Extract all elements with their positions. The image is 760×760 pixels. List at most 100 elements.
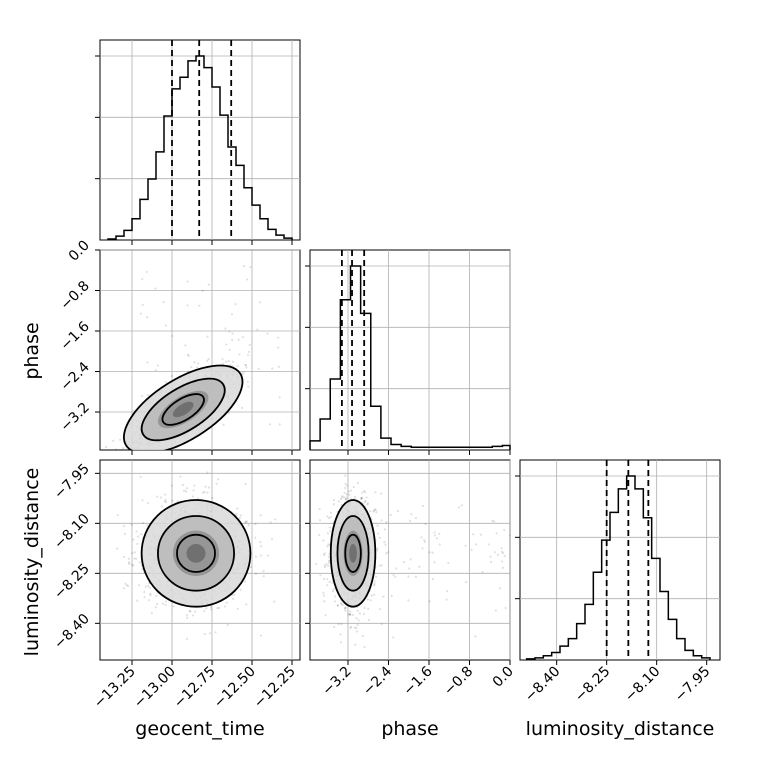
- scatter-point: [410, 513, 413, 516]
- contour-line: [140, 499, 252, 608]
- scatter-point: [116, 514, 119, 517]
- scatter-point: [361, 491, 364, 494]
- scatter-point: [487, 543, 490, 546]
- scatter-point: [340, 603, 343, 606]
- scatter-point: [504, 606, 507, 610]
- scatter-point: [355, 626, 358, 630]
- scatter-point: [326, 545, 329, 548]
- scatter-point: [243, 265, 246, 268]
- scatter-point: [244, 520, 248, 524]
- scatter-point: [328, 580, 331, 583]
- scatter-point: [327, 516, 331, 520]
- scatter-point: [334, 595, 337, 598]
- scatter-point: [155, 602, 159, 606]
- scatter-point: [494, 609, 497, 612]
- scatter-point: [138, 561, 141, 564]
- scatter-point: [217, 606, 221, 609]
- scatter-point: [423, 539, 426, 542]
- scatter-point: [495, 532, 498, 535]
- contour-line: [123, 364, 244, 450]
- scatter-point: [245, 603, 248, 606]
- scatter-point: [170, 484, 173, 487]
- scatter-point: [259, 554, 263, 557]
- scatter-point: [156, 495, 159, 498]
- scatter-point: [331, 581, 334, 584]
- scatter-point: [327, 561, 331, 564]
- scatter-point: [363, 501, 367, 504]
- scatter-point: [348, 613, 351, 616]
- x-tick-label: −3.2: [319, 664, 354, 699]
- scatter-point: [161, 602, 165, 605]
- scatter-point: [414, 575, 418, 579]
- scatter-point: [206, 335, 209, 338]
- scatter-point: [140, 394, 144, 398]
- y-tick-label: −8.25: [51, 561, 93, 603]
- scatter-point: [139, 475, 142, 478]
- scatter-point: [337, 500, 340, 503]
- scatter-point: [125, 452, 127, 454]
- scatter-point: [256, 328, 259, 331]
- scatter-point: [237, 338, 240, 341]
- contour-line: [344, 533, 362, 573]
- scatter-point: [354, 643, 357, 646]
- scatter-point: [370, 594, 373, 597]
- scatter-point: [350, 489, 353, 492]
- scatter-point: [164, 603, 167, 606]
- scatter-point: [214, 631, 217, 634]
- scatter-point: [380, 564, 383, 567]
- scatter-point: [323, 552, 326, 555]
- scatter-point: [433, 534, 437, 537]
- scatter-point: [364, 499, 367, 503]
- scatter-point: [500, 560, 504, 563]
- scatter-point: [365, 496, 368, 499]
- scatter-point: [278, 396, 281, 399]
- scatter-point: [239, 514, 242, 517]
- scatter-point: [114, 457, 116, 459]
- scatter-point: [269, 521, 272, 524]
- scatter-point: [446, 589, 449, 593]
- scatter-point: [323, 600, 326, 603]
- scatter-point: [344, 609, 347, 612]
- scatter-point: [148, 586, 151, 589]
- scatter-point: [254, 536, 257, 539]
- scatter-point: [351, 613, 354, 617]
- scatter-point: [343, 607, 347, 611]
- scatter-point: [143, 590, 146, 594]
- scatter-point: [355, 617, 358, 620]
- scatter-point: [230, 313, 234, 316]
- scatter-point: [127, 557, 130, 560]
- scatter-point: [493, 520, 496, 523]
- scatter-point: [238, 353, 241, 356]
- scatter-point: [150, 611, 153, 615]
- scatter-point: [408, 567, 411, 570]
- scatter-point: [350, 625, 353, 629]
- scatter-point: [193, 361, 196, 364]
- ylabel-luminosity-distance: luminosity_distance: [21, 468, 43, 657]
- scatter-point: [141, 521, 145, 524]
- scatter-point: [147, 598, 151, 602]
- scatter-point: [493, 551, 497, 554]
- scatter-point: [337, 623, 340, 626]
- y-tick-label: −3.2: [57, 400, 92, 435]
- scatter-point: [326, 515, 329, 518]
- scatter-point: [205, 607, 208, 610]
- scatter-point: [232, 597, 235, 600]
- scatter-point: [503, 528, 506, 532]
- scatter-point: [254, 555, 258, 558]
- scatter-point: [332, 588, 335, 591]
- scatter-point: [104, 445, 108, 449]
- panel-frame: [309, 249, 511, 451]
- scatter-point: [154, 287, 157, 290]
- scatter-point: [146, 316, 149, 319]
- scatter-point: [232, 593, 236, 596]
- scatter-point: [196, 366, 199, 369]
- scatter-point: [490, 560, 493, 563]
- panel-frame: [519, 459, 721, 661]
- scatter-point: [373, 582, 376, 586]
- scatter-point: [420, 536, 423, 539]
- scatter-point: [245, 366, 248, 369]
- scatter-point: [185, 637, 189, 640]
- scatter-point: [378, 608, 382, 611]
- scatter-point: [374, 575, 378, 578]
- scatter-point: [385, 552, 388, 555]
